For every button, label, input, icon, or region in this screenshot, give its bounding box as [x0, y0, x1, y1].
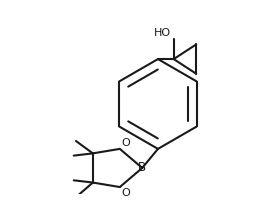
Text: B: B: [138, 161, 146, 174]
Text: O: O: [121, 138, 130, 148]
Text: HO: HO: [154, 28, 171, 38]
Text: O: O: [121, 188, 130, 198]
